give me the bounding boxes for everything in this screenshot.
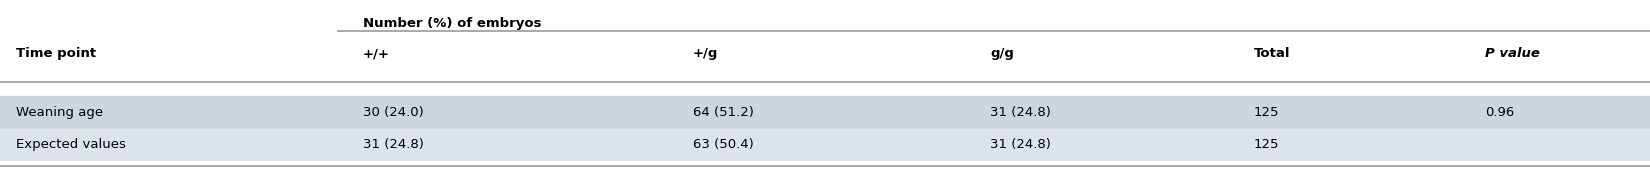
Bar xyxy=(0,96,1650,128)
Text: P value: P value xyxy=(1485,47,1539,60)
Text: 31 (24.8): 31 (24.8) xyxy=(363,138,424,151)
Text: Expected values: Expected values xyxy=(16,138,127,151)
Text: Total: Total xyxy=(1254,47,1290,60)
Text: 125: 125 xyxy=(1254,138,1279,151)
Text: 64 (51.2): 64 (51.2) xyxy=(693,106,754,119)
Text: 31 (24.8): 31 (24.8) xyxy=(990,106,1051,119)
Bar xyxy=(0,129,1650,160)
Text: +/g: +/g xyxy=(693,47,718,60)
Text: 0.96: 0.96 xyxy=(1485,106,1515,119)
Text: Time point: Time point xyxy=(16,47,97,60)
Text: g/g: g/g xyxy=(990,47,1013,60)
Text: 125: 125 xyxy=(1254,106,1279,119)
Text: Weaning age: Weaning age xyxy=(16,106,104,119)
Text: +/+: +/+ xyxy=(363,47,389,60)
Text: 30 (24.0): 30 (24.0) xyxy=(363,106,424,119)
Text: 31 (24.8): 31 (24.8) xyxy=(990,138,1051,151)
Text: 63 (50.4): 63 (50.4) xyxy=(693,138,754,151)
Text: Number (%) of embryos: Number (%) of embryos xyxy=(363,17,541,30)
